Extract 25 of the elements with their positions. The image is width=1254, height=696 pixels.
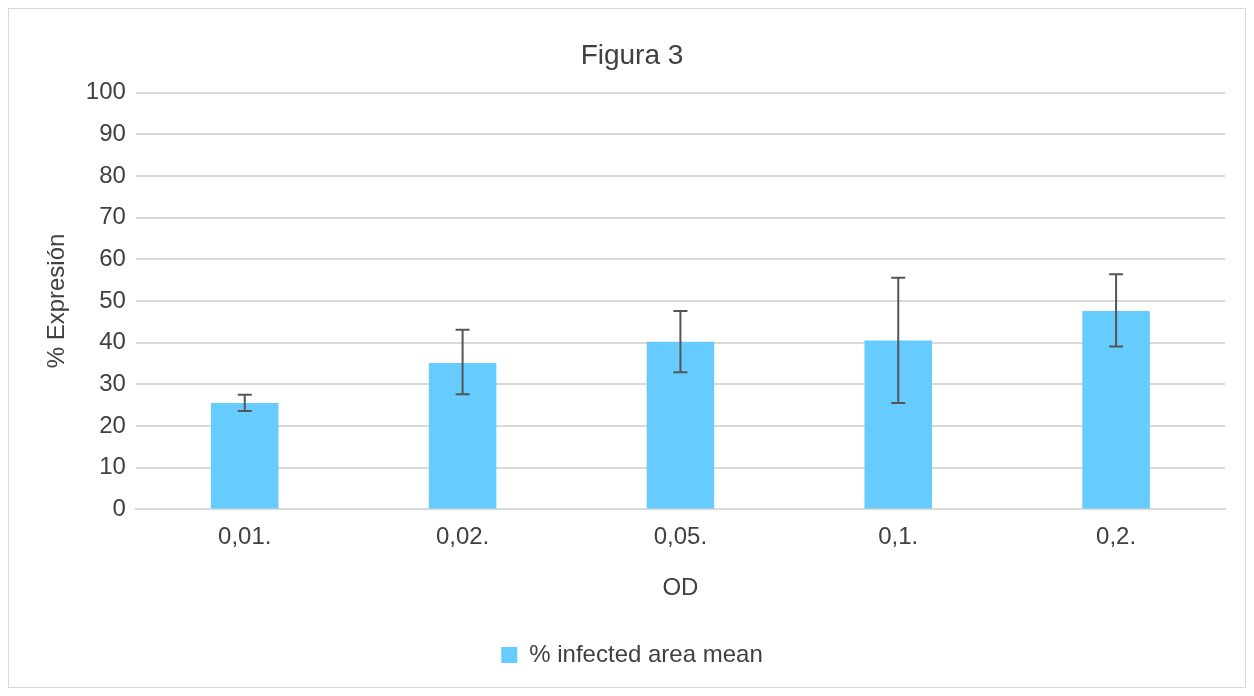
y-axis-title: % Expresión xyxy=(42,233,70,369)
y-tick-label: 70 xyxy=(99,202,126,230)
bar xyxy=(211,403,279,509)
x-tick-label: 0,02. xyxy=(435,522,490,550)
y-tick-label: 0 xyxy=(112,494,126,522)
x-tick-label: 0,05. xyxy=(653,522,708,550)
y-tick-label: 90 xyxy=(99,118,126,146)
bar xyxy=(1082,311,1150,509)
x-tick-label: 0,01. xyxy=(218,522,272,550)
legend-label: % infected area mean xyxy=(529,639,763,667)
bar xyxy=(646,341,715,509)
x-tick-label: 0,2. xyxy=(1096,522,1137,550)
y-tick-label: 100 xyxy=(85,77,126,105)
bar xyxy=(428,363,497,509)
y-tick-label: 40 xyxy=(99,327,126,355)
chart-title: Figura 3 xyxy=(580,38,684,70)
y-tick-label: 80 xyxy=(99,160,126,188)
y-tick-label: 20 xyxy=(99,410,126,438)
bar xyxy=(864,340,933,509)
x-axis-title: OD xyxy=(662,573,699,601)
y-tick-label: 10 xyxy=(99,452,126,480)
y-tick-label: 60 xyxy=(99,243,126,271)
x-tick-label: 0,1. xyxy=(878,522,919,550)
y-tick-label: 30 xyxy=(99,368,126,396)
y-tick-label: 50 xyxy=(99,285,126,313)
